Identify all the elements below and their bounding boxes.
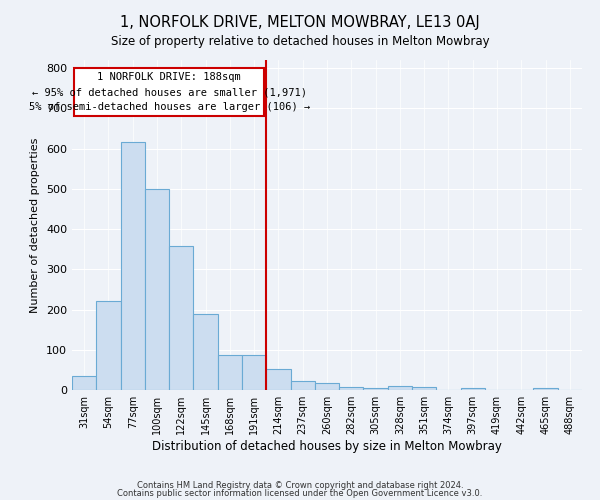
Text: Contains HM Land Registry data © Crown copyright and database right 2024.: Contains HM Land Registry data © Crown c… [137, 480, 463, 490]
FancyBboxPatch shape [74, 68, 264, 116]
Bar [242, 354, 266, 390]
Bar [266, 369, 290, 390]
Bar [145, 189, 169, 390]
Bar [121, 142, 145, 390]
Bar [290, 381, 315, 390]
Bar [169, 246, 193, 390]
Bar [388, 386, 412, 390]
Bar [193, 314, 218, 390]
Bar [315, 383, 339, 390]
Bar [533, 388, 558, 390]
Text: 1 NORFOLK DRIVE: 188sqm
← 95% of detached houses are smaller (1,971)
5% of semi-: 1 NORFOLK DRIVE: 188sqm ← 95% of detache… [29, 72, 310, 112]
Bar [339, 387, 364, 390]
Bar [461, 388, 485, 390]
Y-axis label: Number of detached properties: Number of detached properties [31, 138, 40, 312]
X-axis label: Distribution of detached houses by size in Melton Mowbray: Distribution of detached houses by size … [152, 440, 502, 453]
Text: Size of property relative to detached houses in Melton Mowbray: Size of property relative to detached ho… [110, 35, 490, 48]
Text: Contains public sector information licensed under the Open Government Licence v3: Contains public sector information licen… [118, 489, 482, 498]
Bar [412, 387, 436, 390]
Bar [72, 376, 96, 390]
Bar [218, 354, 242, 390]
Bar [96, 302, 121, 390]
Bar [364, 388, 388, 390]
Text: 1, NORFOLK DRIVE, MELTON MOWBRAY, LE13 0AJ: 1, NORFOLK DRIVE, MELTON MOWBRAY, LE13 0… [120, 15, 480, 30]
